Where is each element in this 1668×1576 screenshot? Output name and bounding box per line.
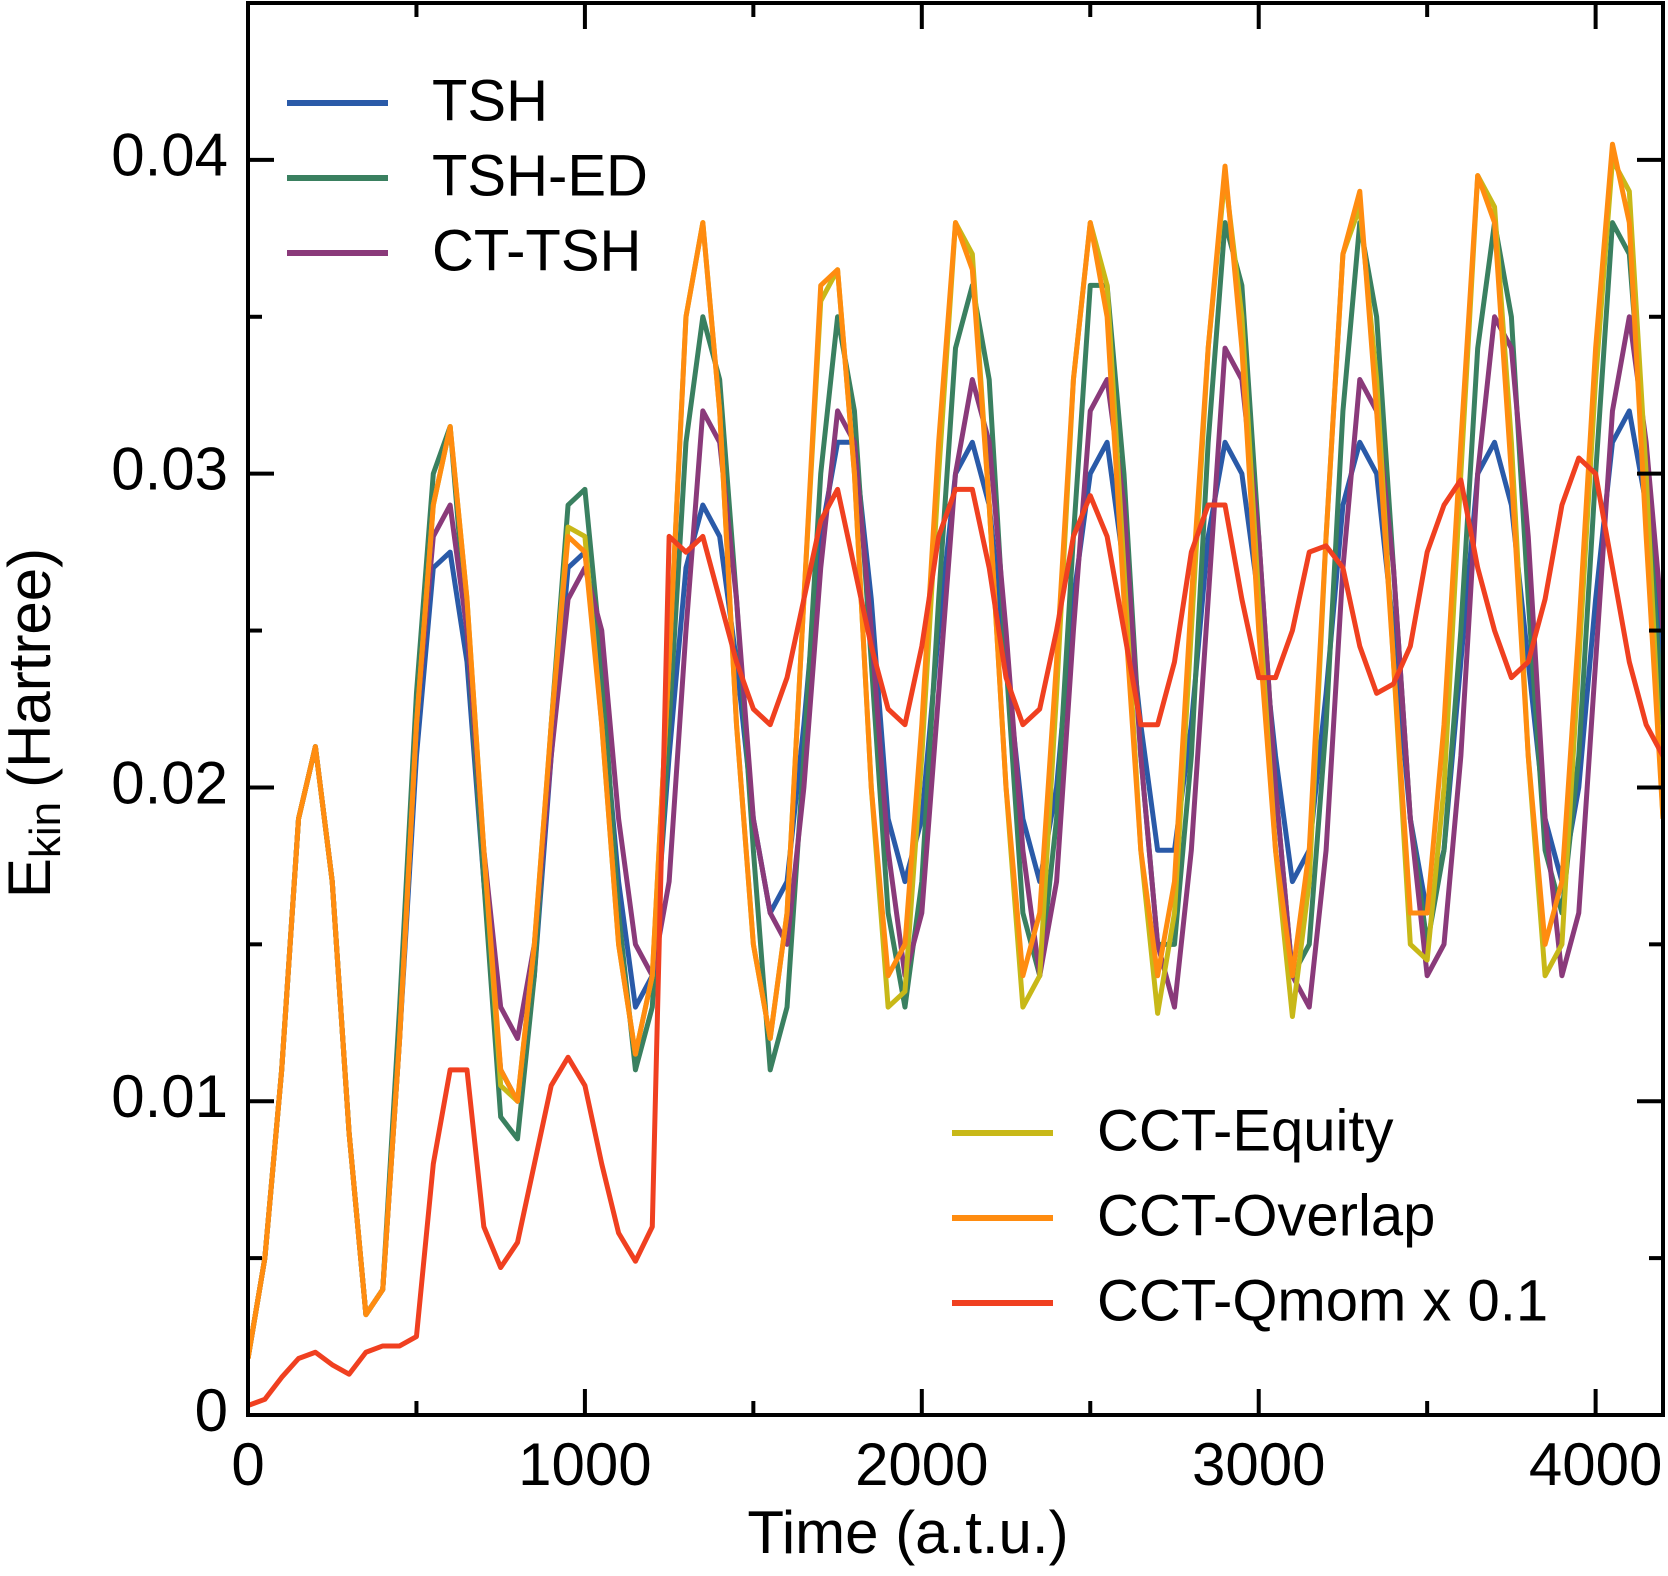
x-tick-label: 3000 — [1192, 1431, 1325, 1498]
series-line — [248, 455, 1663, 1408]
y-tick-label: 0.03 — [111, 436, 228, 503]
x-tick-label: 1000 — [518, 1431, 651, 1498]
y-tick-label: 0.01 — [111, 1063, 228, 1130]
y-axis-label-unit: (Hartree) — [0, 548, 63, 788]
series-line — [248, 220, 1663, 1359]
series-line — [248, 314, 1663, 1359]
legend-label: CCT-Qmom x 0.1 — [1097, 1268, 1548, 1333]
y-tick-label: 0.04 — [111, 122, 228, 189]
y-axis-label: Ekin (Hartree) — [0, 548, 70, 898]
series-line — [248, 141, 1663, 1359]
x-axis-label: Time (a.t.u.) — [747, 1499, 1068, 1566]
plot-frame — [246, 1, 1665, 1417]
legend-label: CCT-Overlap — [1097, 1183, 1435, 1248]
y-tick-label: 0 — [195, 1377, 228, 1444]
legend-label: TSH — [432, 68, 548, 133]
x-tick-label: 4000 — [1529, 1431, 1662, 1498]
y-tick-label: 0.02 — [111, 749, 228, 816]
y-axis-label-sub: kin — [21, 802, 70, 858]
legend-label: TSH-ED — [432, 143, 648, 208]
y-axis-label-main: E — [0, 858, 63, 898]
x-tick-label: 2000 — [855, 1431, 988, 1498]
x-tick-label: 0 — [231, 1431, 264, 1498]
legend-label: CT-TSH — [432, 218, 641, 283]
legend-label: CCT-Equity — [1097, 1098, 1394, 1163]
plot-area — [248, 141, 1663, 1408]
